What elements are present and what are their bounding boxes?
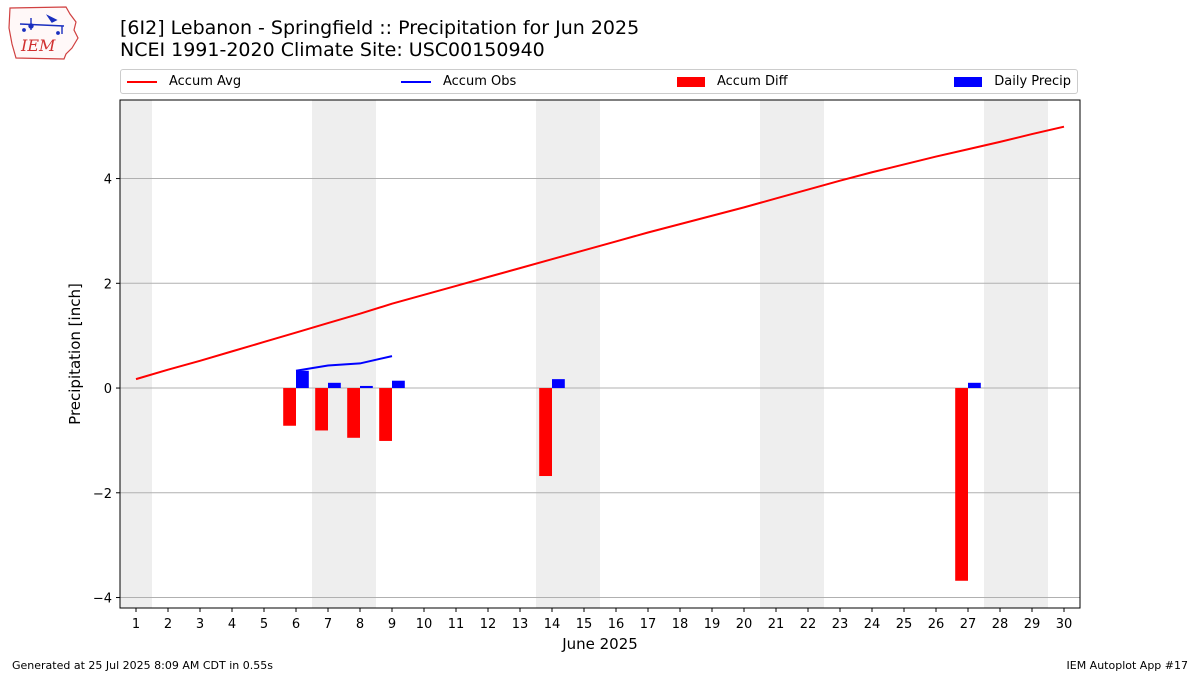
legend-label: Daily Precip (994, 74, 1071, 89)
x-tick-label: 9 (388, 617, 396, 632)
bar-accum-diff (379, 388, 392, 441)
weekend-shade (120, 100, 152, 608)
generated-timestamp: Generated at 25 Jul 2025 8:09 AM CDT in … (12, 659, 273, 672)
legend-item-accum-avg: Accum Avg (127, 70, 241, 93)
chart-title: [6I2] Lebanon - Springfield :: Precipita… (120, 17, 640, 39)
weekend-shade (536, 100, 600, 608)
weekend-shade (312, 100, 376, 608)
x-tick-label: 28 (992, 617, 1009, 632)
x-tick-label: 20 (736, 617, 753, 632)
y-axis-label: Precipitation [inch] (66, 283, 84, 425)
legend: Accum Avg Accum Obs Accum Diff Daily Precip (120, 69, 1078, 94)
x-tick-label: 27 (960, 617, 977, 632)
x-tick-label: 2 (164, 617, 172, 632)
legend-label: Accum Avg (169, 74, 242, 89)
x-tick-label: 6 (292, 617, 300, 632)
x-tick-label: 3 (196, 617, 204, 632)
bar-accum-diff (347, 388, 360, 438)
x-tick-label: 25 (896, 617, 913, 632)
x-tick-label: 24 (864, 617, 881, 632)
iowa-outline-icon (8, 6, 79, 60)
bar-daily-precip (392, 380, 405, 389)
x-tick-label: 12 (480, 617, 497, 632)
legend-swatch (677, 76, 705, 87)
bar-daily-precip (360, 385, 373, 389)
x-tick-label: 18 (672, 617, 689, 632)
plot-frame (119, 99, 1081, 609)
x-tick-label: 4 (228, 617, 236, 632)
logo-text: IEM (20, 36, 56, 55)
app-label: IEM Autoplot App #17 (1066, 659, 1189, 672)
bar-daily-precip (296, 370, 309, 389)
x-tick-label: 17 (640, 617, 657, 632)
bar-accum-diff (315, 388, 328, 431)
x-tick-label: 22 (800, 617, 817, 632)
y-tick-label: −4 (93, 592, 112, 607)
bar-accum-diff (283, 388, 296, 426)
bar-accum-diff (955, 388, 968, 581)
x-tick-label: 10 (416, 617, 433, 632)
bar-daily-precip (552, 379, 565, 389)
bar-accum-diff (539, 388, 552, 477)
y-tick-label: 2 (104, 277, 112, 292)
legend-swatch (127, 80, 157, 83)
line-accum-avg (135, 125, 1065, 381)
x-axis-label: June 2025 (561, 635, 638, 653)
legend-label: Accum Diff (717, 74, 788, 89)
x-tick-label: 15 (576, 617, 593, 632)
x-tick-label: 26 (928, 617, 945, 632)
x-tick-label: 11 (448, 617, 465, 632)
x-tick-label: 14 (544, 617, 561, 632)
legend-swatch (954, 76, 983, 87)
legend-item-accum-diff: Accum Diff (677, 70, 788, 93)
x-tick-label: 7 (324, 617, 332, 632)
x-tick-label: 1 (132, 617, 140, 632)
bar-daily-precip (328, 382, 341, 389)
y-tick-label: 0 (104, 382, 112, 397)
iem-logo: IEM (8, 6, 79, 60)
bar-daily-precip (968, 382, 981, 389)
legend-swatch (401, 80, 431, 83)
y-tick-label: 4 (104, 173, 112, 188)
x-tick-label: 29 (1024, 617, 1041, 632)
weekend-shade (760, 100, 824, 608)
legend-item-accum-obs: Accum Obs (401, 70, 516, 93)
chart-subtitle: NCEI 1991-2020 Climate Site: USC00150940 (120, 39, 545, 61)
x-tick-label: 19 (704, 617, 721, 632)
legend-item-daily-precip: Daily Precip (954, 70, 1071, 93)
legend-label: Accum Obs (443, 74, 517, 89)
x-tick-label: 23 (832, 617, 849, 632)
x-tick-label: 30 (1056, 617, 1073, 632)
y-tick-label: −2 (93, 487, 112, 502)
x-tick-label: 5 (260, 617, 268, 632)
weekend-shade (984, 100, 1048, 608)
weather-station-icon (19, 14, 65, 35)
x-tick-label: 8 (356, 617, 364, 632)
line-accum-obs (295, 355, 393, 372)
x-tick-label: 21 (768, 617, 785, 632)
x-tick-label: 16 (608, 617, 625, 632)
x-tick-label: 13 (512, 617, 529, 632)
